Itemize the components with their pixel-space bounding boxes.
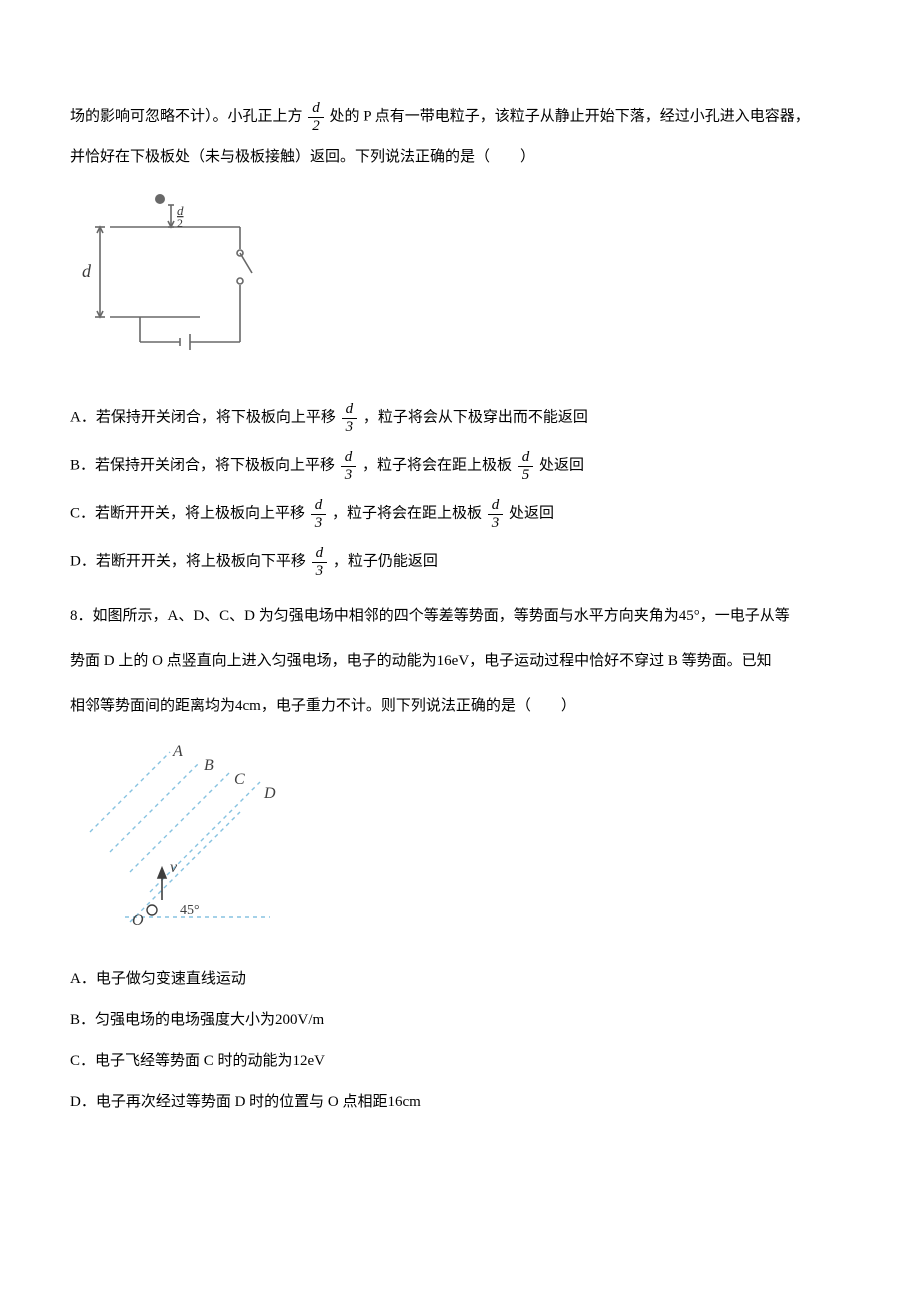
svg-text:d: d	[82, 261, 92, 281]
frac-d3-b: d3	[341, 449, 357, 483]
q8-line1: 8．如图所示，A、D、C、D 为匀强电场中相邻的四个等差等势面，等势面与水平方向…	[70, 597, 850, 636]
svg-text:B: B	[204, 757, 214, 774]
svg-text:45°: 45°	[180, 903, 200, 918]
q7-choice-b: B．若保持开关闭合，将下极板向上平移 d3 ，粒子将会在距上极板 d5 处返回	[70, 449, 850, 483]
q8-choice-a: A．电子做匀变速直线运动	[70, 966, 850, 993]
q7-intro-1a: 场的影响可忽略不计）。小孔正上方	[70, 108, 303, 124]
q8-choice-d: D．电子再次经过等势面 D 时的位置与 O 点相距16cm	[70, 1089, 850, 1116]
q7-choice-c: C．若断开开关，将上极板向上平移 d3 ，粒子将会在距上极板 d3 处返回	[70, 497, 850, 531]
frac-d3-d: d3	[312, 545, 328, 579]
q8-figure: A B C D O v 45°	[70, 742, 850, 942]
q8-choice-c: C．电子飞经等势面 C 时的动能为12eV	[70, 1048, 850, 1075]
q7-choice-d: D．若断开开关，将上极板向下平移 d3 ，粒子仍能返回	[70, 545, 850, 579]
svg-text:v: v	[170, 859, 178, 876]
svg-text:O: O	[132, 912, 144, 929]
frac-d3-c: d3	[311, 497, 327, 531]
svg-text:A: A	[172, 743, 183, 760]
frac-d3-a: d3	[342, 401, 358, 435]
capacitor-circuit-icon: d d 2	[70, 187, 270, 367]
q7-intro-line2: 并恰好在下极板处（未与极板接触）返回。下列说法正确的是（ ）	[70, 144, 850, 171]
q8-line3: 相邻等势面间的距离均为4cm，电子重力不计。则下列说法正确的是（ ）	[70, 687, 850, 726]
svg-text:2: 2	[177, 216, 183, 230]
q8-choice-b: B．匀强电场的电场强度大小为200V/m	[70, 1007, 850, 1034]
q8-block: 8．如图所示，A、D、C、D 为匀强电场中相邻的四个等差等势面，等势面与水平方向…	[70, 597, 850, 726]
q8-line2: 势面 D 上的 O 点竖直向上进入匀强电场，电子的动能为16eV，电子运动过程中…	[70, 642, 850, 681]
equipotential-diagram-icon: A B C D O v 45°	[70, 742, 290, 932]
frac-d3-c2: d3	[488, 497, 504, 531]
q7-figure: d d 2	[70, 187, 850, 377]
q7-intro-line1: 场的影响可忽略不计）。小孔正上方 d 2 处的 P 点有一带电粒子，该粒子从静止…	[70, 100, 850, 134]
svg-text:C: C	[234, 771, 245, 788]
q7-intro-1b: 处的 P 点有一带电粒子，该粒子从静止开始下落，经过小孔进入电容器，	[330, 108, 810, 124]
q7-choice-a: A．若保持开关闭合，将下极板向上平移 d3 ，粒子将会从下极穿出而不能返回	[70, 401, 850, 435]
frac-d-over-2: d 2	[308, 100, 324, 134]
frac-d5-b: d5	[518, 449, 534, 483]
svg-text:D: D	[263, 785, 276, 802]
